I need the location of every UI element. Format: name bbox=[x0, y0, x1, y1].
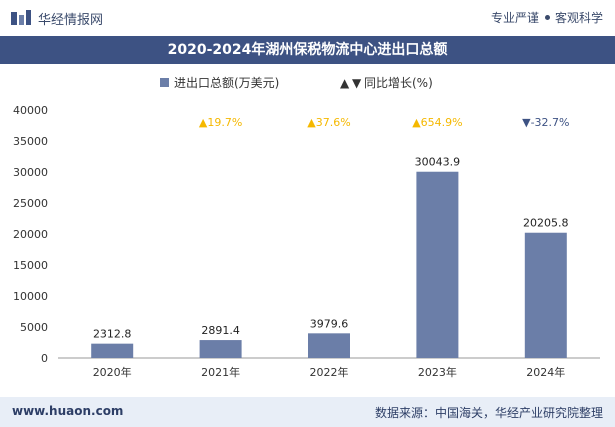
bar-value-label: 3979.6 bbox=[310, 317, 349, 330]
bar bbox=[199, 340, 242, 358]
growth-labels: ▲19.7% ▲37.6% ▲654.9% ▼-32.7% bbox=[199, 116, 570, 129]
y-tick-label: 0 bbox=[41, 352, 48, 365]
bars bbox=[91, 171, 567, 358]
y-tick-label: 40000 bbox=[13, 104, 48, 117]
y-tick-label: 15000 bbox=[13, 259, 48, 272]
chart-title: 2020-2024年湖州保税物流中心进出口总额 bbox=[0, 36, 615, 64]
x-tick-label: 2024年 bbox=[526, 365, 565, 379]
legend-series-label: 进出口总额(万美元) bbox=[174, 76, 279, 90]
y-axis: 0 5000 10000 15000 20000 25000 30000 35000 40000 bbox=[13, 104, 48, 365]
growth-rate-label: ▲19.7% bbox=[199, 116, 242, 129]
y-tick-label: 10000 bbox=[13, 290, 48, 303]
bar bbox=[416, 171, 459, 358]
slogan: 专业严谨 客观科学 bbox=[491, 9, 603, 26]
footer-url[interactable]: www.huaon.com bbox=[12, 404, 124, 418]
x-tick-label: 2023年 bbox=[418, 365, 457, 379]
x-tick-label: 2021年 bbox=[201, 365, 240, 379]
legend-up-triangle-icon: ▲ bbox=[340, 76, 350, 90]
site-name: 华经情报网 bbox=[38, 13, 104, 28]
legend-growth-label: 同比增长(%) bbox=[364, 76, 433, 90]
value-labels: 2312.8 2891.4 3979.6 30043.9 20205.8 bbox=[93, 156, 569, 341]
y-tick-label: 20000 bbox=[13, 228, 48, 241]
huajing-logo-icon bbox=[11, 10, 31, 25]
bar-chart: 进出口总额(万美元) ▲ ▼ 同比增长(%) 0 5000 10000 15000 20000… bbox=[13, 76, 600, 379]
bar bbox=[308, 333, 350, 358]
slogan-2: 客观科学 bbox=[554, 11, 603, 25]
y-tick-label: 5000 bbox=[20, 321, 48, 334]
footer-source: 数据来源：中国海关，华经产业研究院整理 bbox=[374, 406, 603, 420]
legend-bar-swatch bbox=[160, 78, 169, 87]
legend: 进出口总额(万美元) ▲ ▼ 同比增长(%) bbox=[160, 76, 433, 90]
bar-value-label: 2891.4 bbox=[201, 324, 240, 337]
top-bar: 华经情报网 专业严谨 客观科学 bbox=[0, 0, 615, 36]
y-tick-label: 25000 bbox=[13, 197, 48, 210]
growth-rate-label: ▼-32.7% bbox=[522, 116, 569, 129]
y-tick-label: 30000 bbox=[13, 166, 48, 179]
growth-rate-label: ▲654.9% bbox=[412, 116, 462, 129]
legend-down-triangle-icon: ▼ bbox=[352, 76, 362, 90]
bar bbox=[524, 232, 567, 358]
x-tick-label: 2020年 bbox=[93, 365, 132, 379]
footer: www.huaon.com 数据来源：中国海关，华经产业研究院整理 bbox=[0, 397, 615, 427]
growth-rate-label: ▲37.6% bbox=[307, 116, 350, 129]
y-tick-label: 35000 bbox=[13, 135, 48, 148]
dot-separator-icon bbox=[544, 15, 550, 20]
bar-value-label: 2312.8 bbox=[93, 328, 132, 341]
bar-value-label: 30043.9 bbox=[415, 156, 461, 169]
bar-value-label: 20205.8 bbox=[523, 217, 569, 230]
slogan-1: 专业严谨 bbox=[490, 11, 539, 25]
x-axis: 2020年 2021年 2022年 2023年 2024年 bbox=[58, 357, 600, 379]
x-tick-label: 2022年 bbox=[310, 365, 349, 379]
bar bbox=[91, 343, 134, 358]
